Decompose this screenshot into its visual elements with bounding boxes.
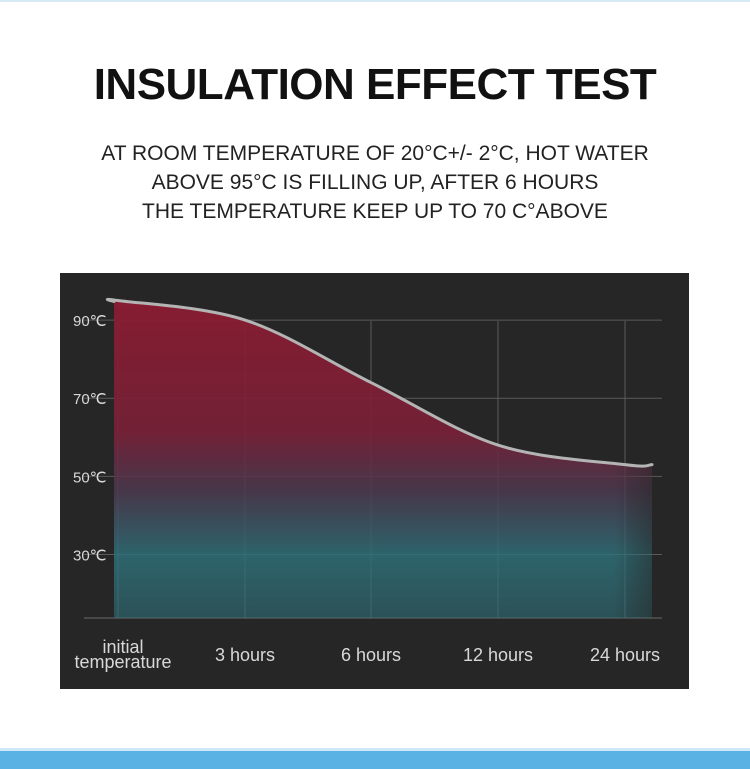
bottom-bar xyxy=(0,748,750,769)
subtitle-line-1: AT ROOM TEMPERATURE OF 20°C+/- 2°C, HOT … xyxy=(101,142,649,165)
x-tick-label-3: 12 hours xyxy=(463,645,533,665)
y-tick-label-1: 70℃ xyxy=(73,391,107,408)
y-tick-label-0: 90℃ xyxy=(73,313,107,330)
temperature-chart: 90℃ 70℃ 50℃ 30℃ initial temperature 3 hours 6 h… xyxy=(73,297,662,672)
subtitle-line-2: ABOVE 95°C IS FILLING UP, AFTER 6 HOURS xyxy=(151,171,599,194)
y-tick-label-2: 50℃ xyxy=(73,469,107,486)
x-tick-label-1: 3 hours xyxy=(215,645,275,665)
top-divider-line xyxy=(0,0,750,2)
bottom-bar-stripe xyxy=(0,748,750,751)
x-tick-label-2: 6 hours xyxy=(341,645,401,665)
temperature-area-fill xyxy=(107,299,653,618)
subtitle-line-3: THE TEMPERATURE KEEP UP TO 70 C°ABOVE xyxy=(142,200,608,223)
y-tick-label-3: 30℃ xyxy=(73,547,107,564)
page-title: INSULATION EFFECT TEST xyxy=(93,60,657,109)
x-tick-label-0: initial temperature xyxy=(74,637,171,672)
temperature-curve-line xyxy=(105,297,654,468)
x-tick-label-4: 24 hours xyxy=(590,645,660,665)
page-subtitle: AT ROOM TEMPERATURE OF 20°C+/- 2°C, HOT … xyxy=(0,139,750,226)
chart-panel: 90℃ 70℃ 50℃ 30℃ initial temperature 3 hours 6 h… xyxy=(60,273,689,689)
